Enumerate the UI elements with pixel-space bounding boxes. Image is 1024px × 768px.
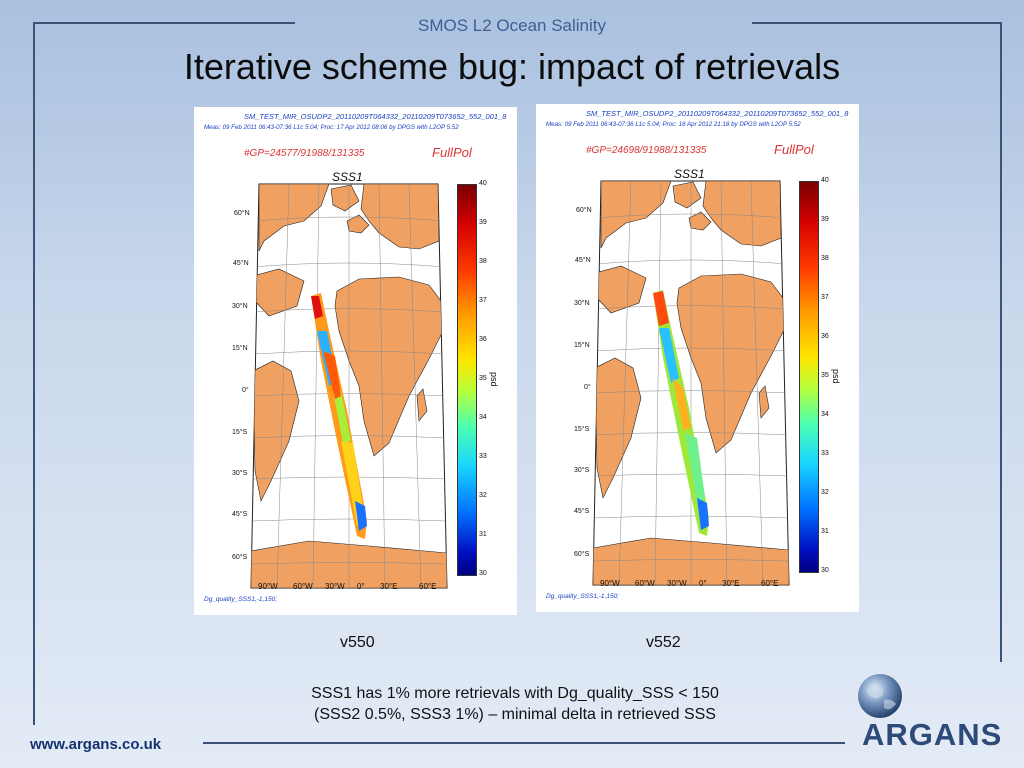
colorbar-tick: 33 bbox=[479, 453, 487, 460]
colorbar-label: psd bbox=[489, 372, 499, 387]
colorbar-tick: 37 bbox=[821, 294, 829, 301]
colorbar-tick: 36 bbox=[479, 336, 487, 343]
lat-label: 30°N bbox=[232, 303, 248, 310]
land-masses bbox=[251, 184, 447, 588]
lon-label: 60°E bbox=[419, 582, 437, 591]
lon-label: 0° bbox=[699, 579, 707, 588]
frame-left bbox=[33, 22, 35, 725]
map-title: SSS1 bbox=[332, 170, 363, 184]
file-name: SM_TEST_MIR_OSUDP2_20110209T064332_20110… bbox=[244, 112, 507, 121]
meas-line: Meas: 09 Feb 2011 06:43-07:36 L1c 5.04; … bbox=[546, 121, 801, 128]
frame-right bbox=[1000, 22, 1002, 662]
lat-label: 30°S bbox=[232, 470, 248, 477]
swath bbox=[311, 293, 367, 539]
filter-label: Dg_quality_SSS1,-1,150; bbox=[546, 593, 619, 600]
lat-label: 60°S bbox=[232, 554, 248, 561]
salinity-map bbox=[250, 183, 448, 589]
colorbar bbox=[457, 184, 477, 576]
colorbar-tick: 32 bbox=[821, 489, 829, 496]
colorbar-tick: 38 bbox=[821, 255, 829, 262]
colorbar-tick: 40 bbox=[821, 177, 829, 184]
lat-label: 0° bbox=[242, 387, 249, 394]
frame-bottom bbox=[203, 742, 845, 744]
colorbar-tick: 39 bbox=[821, 216, 829, 223]
lon-label: 60°W bbox=[293, 582, 313, 591]
colorbar-tick: 38 bbox=[479, 258, 487, 265]
gp-count: #GP=24577/91988/131335 bbox=[244, 148, 365, 159]
colorbar-tick: 36 bbox=[821, 333, 829, 340]
argans-logo: ARGANS bbox=[862, 717, 1003, 752]
gp-count: #GP=24698/91988/131335 bbox=[586, 145, 707, 156]
map-title: SSS1 bbox=[674, 167, 705, 181]
conclusion-text: SSS1 has 1% more retrievals with Dg_qual… bbox=[200, 683, 830, 725]
globe-icon bbox=[858, 674, 902, 718]
frame-top-right bbox=[752, 22, 1002, 24]
colorbar-label: psd bbox=[831, 369, 841, 384]
lat-label: 15°N bbox=[232, 345, 248, 352]
colorbar-tick: 40 bbox=[479, 180, 487, 187]
colorbar-tick: 35 bbox=[479, 375, 487, 382]
colorbar bbox=[799, 181, 819, 573]
filter-label: Dg_quality_SSS1,-1,150; bbox=[204, 596, 277, 603]
colorbar-tick: 32 bbox=[479, 492, 487, 499]
lon-label: 60°E bbox=[761, 579, 779, 588]
slide-title: Iterative scheme bug: impact of retrieva… bbox=[183, 46, 841, 87]
frame-top-left bbox=[33, 22, 295, 24]
colorbar-tick: 39 bbox=[479, 219, 487, 226]
lat-label: 60°S bbox=[574, 551, 590, 558]
lon-label: 30°E bbox=[722, 579, 740, 588]
header-subtitle: SMOS L2 Ocean Salinity bbox=[417, 16, 607, 35]
lon-label: 30°W bbox=[667, 579, 687, 588]
colorbar-tick: 31 bbox=[821, 528, 829, 535]
lat-label: 60°N bbox=[234, 210, 250, 217]
website-link[interactable]: www.argans.co.uk bbox=[30, 736, 162, 753]
lat-label: 15°S bbox=[574, 426, 590, 433]
lon-label: 0° bbox=[357, 582, 365, 591]
meas-line: Meas: 09 Feb 2011 06:43-07:36 L1c 5.04; … bbox=[204, 124, 459, 131]
lat-label: 45°S bbox=[232, 511, 248, 518]
lat-label: 30°S bbox=[574, 467, 590, 474]
colorbar-tick: 37 bbox=[479, 297, 487, 304]
lat-label: 45°N bbox=[575, 257, 591, 264]
lon-label: 60°W bbox=[635, 579, 655, 588]
lat-label: 60°N bbox=[576, 207, 592, 214]
colorbar-tick: 30 bbox=[821, 567, 829, 574]
lat-label: 0° bbox=[584, 384, 591, 391]
lat-label: 45°S bbox=[574, 508, 590, 515]
colorbar-tick: 33 bbox=[821, 450, 829, 457]
lon-label: 30°E bbox=[380, 582, 398, 591]
salinity-map bbox=[592, 180, 790, 586]
colorbar-tick: 30 bbox=[479, 570, 487, 577]
lat-label: 15°S bbox=[232, 429, 248, 436]
lat-label: 30°N bbox=[574, 300, 590, 307]
lon-label: 90°W bbox=[258, 582, 278, 591]
lon-label: 90°W bbox=[600, 579, 620, 588]
colorbar-tick: 35 bbox=[821, 372, 829, 379]
version-label-left: v550 bbox=[340, 634, 375, 651]
conclusion-line-1: SSS1 has 1% more retrievals with Dg_qual… bbox=[311, 685, 719, 702]
lon-label: 30°W bbox=[325, 582, 345, 591]
lat-label: 15°N bbox=[574, 342, 590, 349]
colorbar-tick: 34 bbox=[479, 414, 487, 421]
figure-panel-v550: SM_TEST_MIR_OSUDP2_20110209T064332_20110… bbox=[194, 107, 517, 615]
conclusion-line-2: (SSS2 0.5%, SSS3 1%) – minimal delta in … bbox=[314, 706, 716, 723]
figure-panel-v552: SM_TEST_MIR_OSUDP2_20110209T064332_20110… bbox=[536, 104, 859, 612]
version-label-right: v552 bbox=[646, 634, 681, 651]
file-name: SM_TEST_MIR_OSUDP2_20110209T064332_20110… bbox=[586, 109, 849, 118]
colorbar-tick: 34 bbox=[821, 411, 829, 418]
mode-label: FullPol bbox=[774, 142, 814, 157]
swath bbox=[653, 290, 709, 536]
colorbar-tick: 31 bbox=[479, 531, 487, 538]
mode-label: FullPol bbox=[432, 145, 472, 160]
lat-label: 45°N bbox=[233, 260, 249, 267]
